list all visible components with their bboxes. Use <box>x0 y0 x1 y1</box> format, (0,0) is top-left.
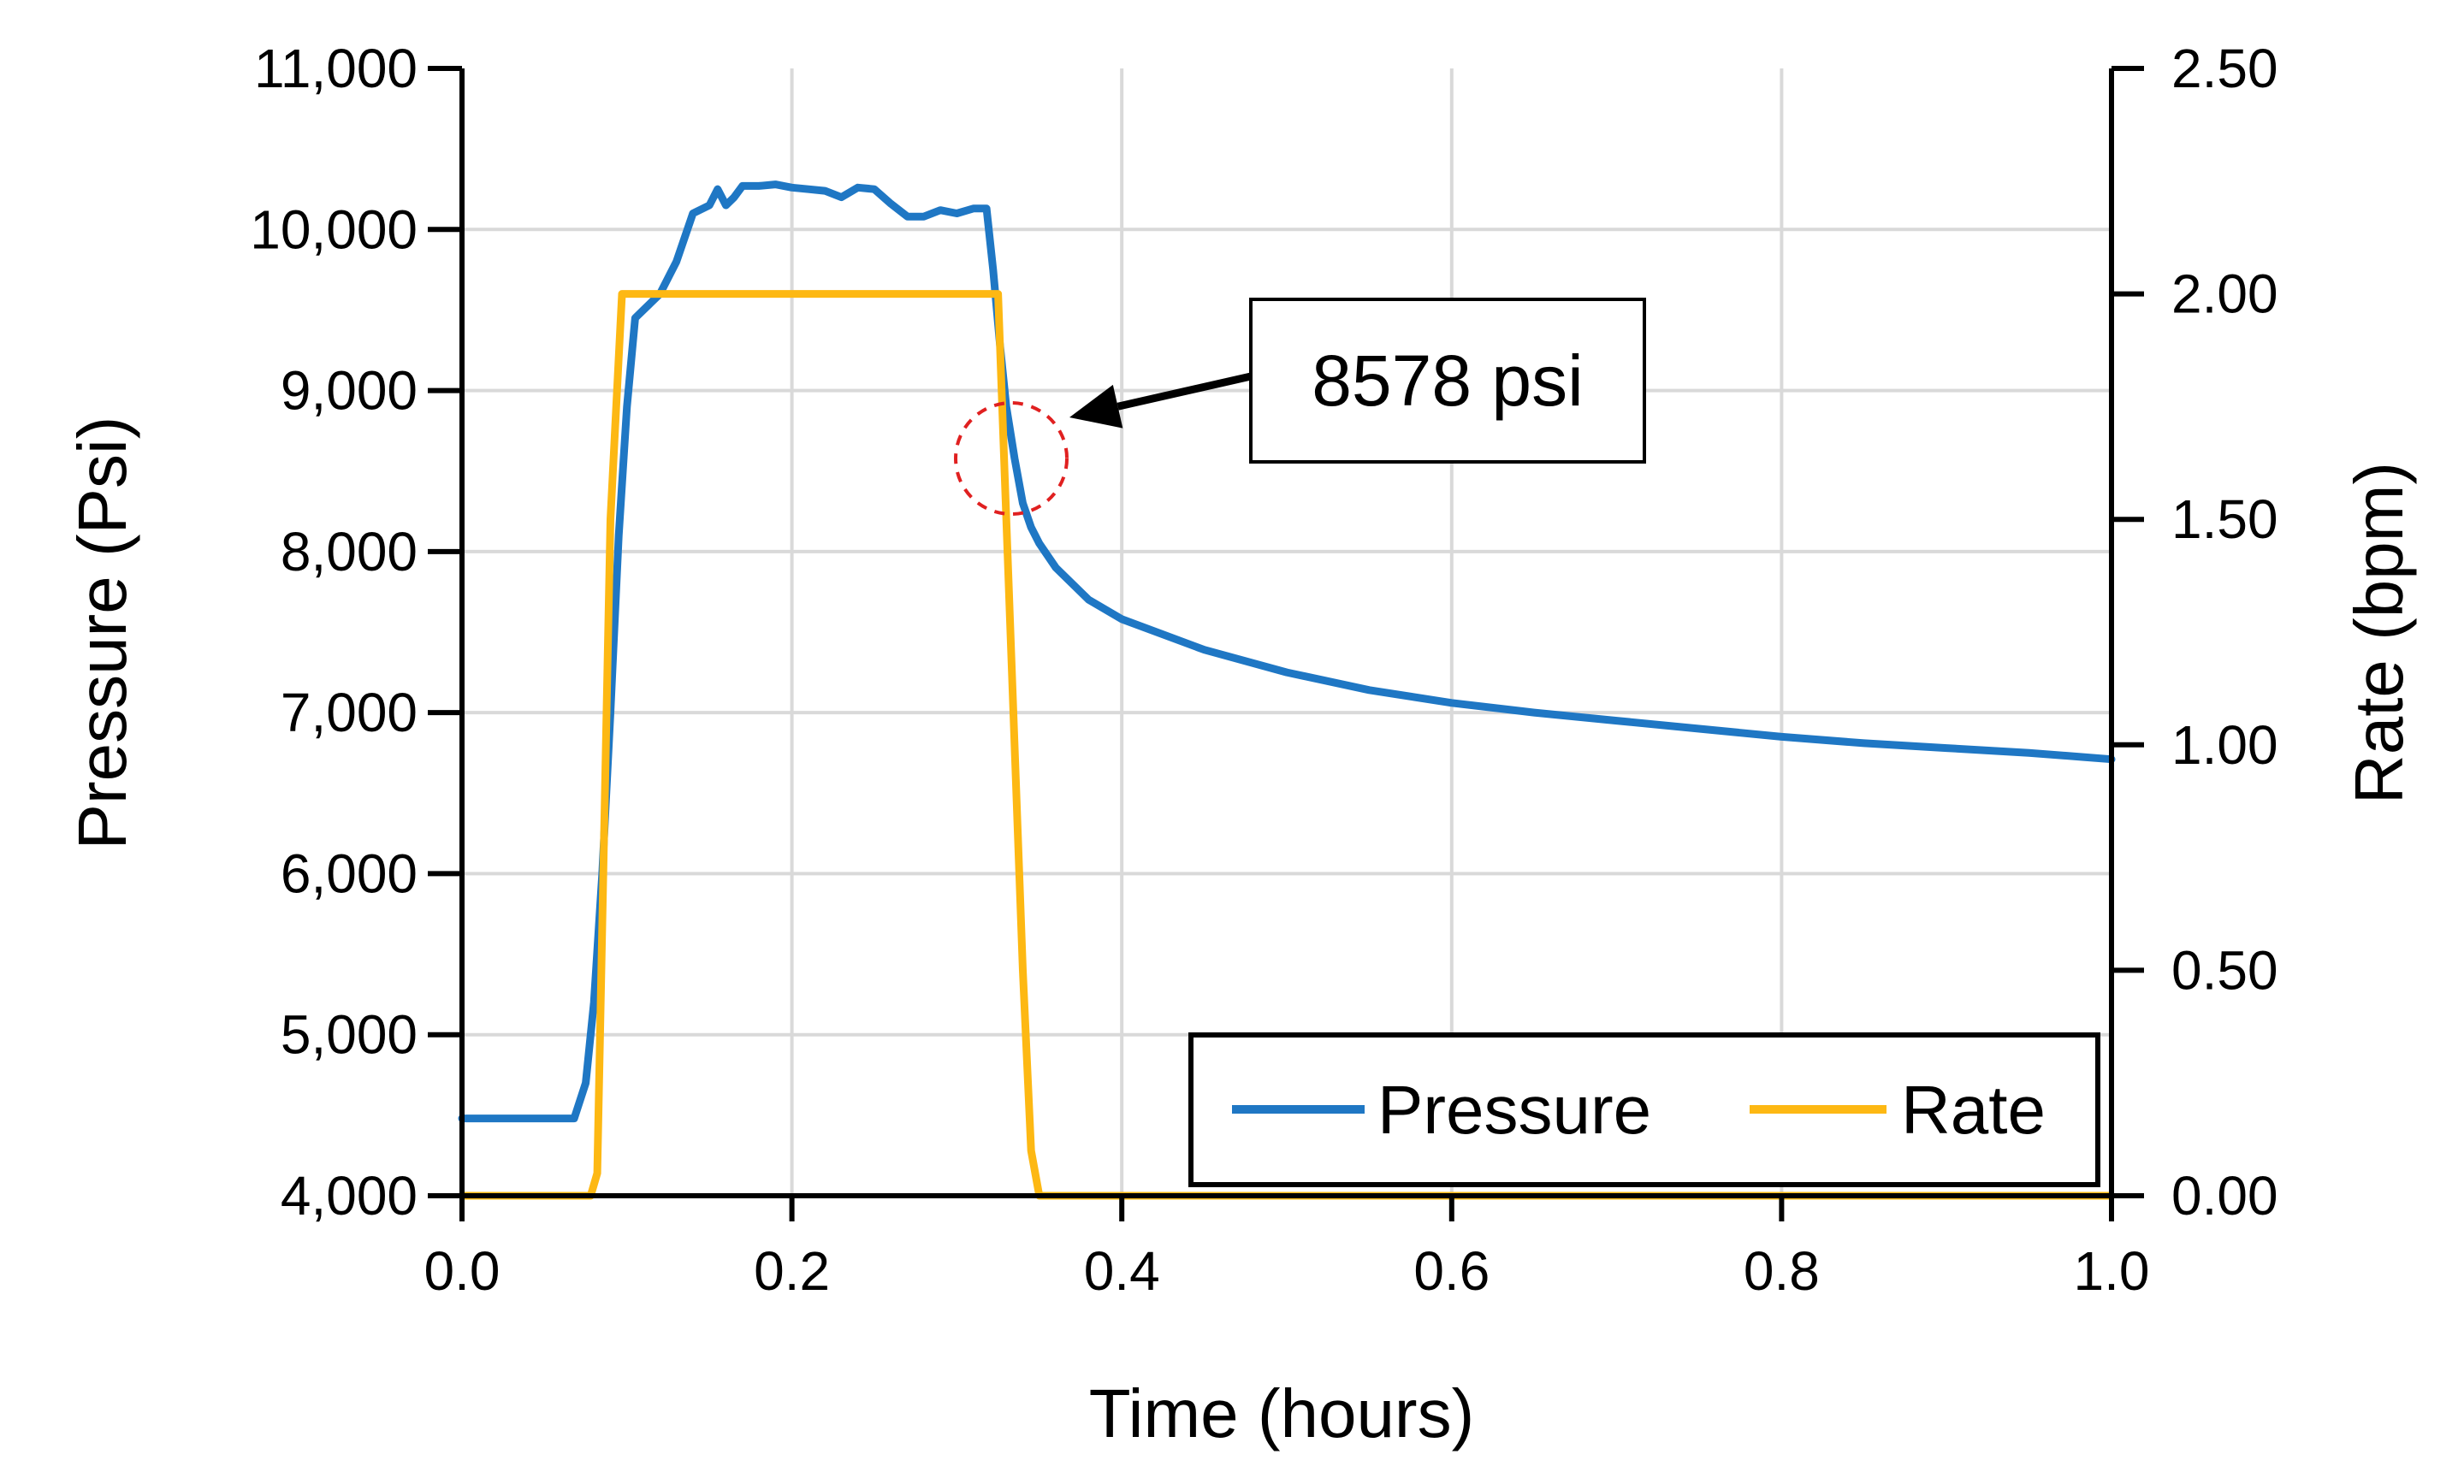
x-tick-label: 0.8 <box>1744 1240 1820 1302</box>
annotation-callout: 8578 psi <box>954 298 1646 517</box>
right-tick-label: 2.50 <box>2171 38 2278 99</box>
right-tick-label: 0.50 <box>2171 939 2278 1001</box>
right-tick-label: 1.50 <box>2171 488 2278 550</box>
right-tick-label: 2.00 <box>2171 263 2278 325</box>
annotation-arrowhead <box>1069 384 1123 429</box>
left-tick-label: 9,000 <box>281 360 418 422</box>
left-axis-title: Pressure (Psi) <box>64 417 140 850</box>
x-tick-label: 0.2 <box>754 1240 830 1302</box>
right-axis-ticks: 0.00 0.50 1.00 1.50 2.00 2.50 <box>2112 38 2278 1227</box>
left-tick-label: 4,000 <box>281 1165 418 1227</box>
x-tick-label: 1.0 <box>2074 1240 2150 1302</box>
series-line-pressure <box>458 180 2116 1123</box>
annotation-marker <box>954 401 1069 517</box>
right-tick-label: 0.00 <box>2171 1165 2278 1227</box>
x-tick-label: 0.4 <box>1084 1240 1160 1302</box>
right-tick-label: 1.00 <box>2171 714 2278 776</box>
left-axis-ticks: 4,000 5,000 6,000 7,000 8,000 9,000 10,000 11,0… <box>250 38 462 1227</box>
left-tick-label: 5,000 <box>281 1004 418 1066</box>
x-axis-title: Time (hours) <box>1089 1375 1474 1451</box>
x-tick-label: 0.0 <box>424 1240 500 1302</box>
grid-lines <box>462 68 2112 1196</box>
left-tick-label: 10,000 <box>250 198 418 260</box>
left-tick-label: 6,000 <box>281 843 418 904</box>
annotation-label: 8578 psi <box>1312 340 1584 421</box>
left-tick-label: 7,000 <box>281 682 418 743</box>
x-tick-label: 0.6 <box>1413 1240 1490 1302</box>
axes <box>459 68 2114 1198</box>
legend-label-pressure: Pressure <box>1377 1072 1651 1148</box>
annotation-arrow <box>1116 372 1252 411</box>
left-tick-label: 11,000 <box>254 38 418 99</box>
legend: Pressure Rate <box>1188 1032 2100 1187</box>
left-tick-label: 8,000 <box>281 521 418 582</box>
legend-label-rate: Rate <box>1901 1072 2046 1148</box>
x-axis-ticks: 0.0 0.2 0.4 0.6 0.8 1.0 <box>424 1196 2150 1302</box>
annotation-box <box>1249 298 1646 464</box>
right-axis-title: Rate (bpm) <box>2341 462 2417 804</box>
